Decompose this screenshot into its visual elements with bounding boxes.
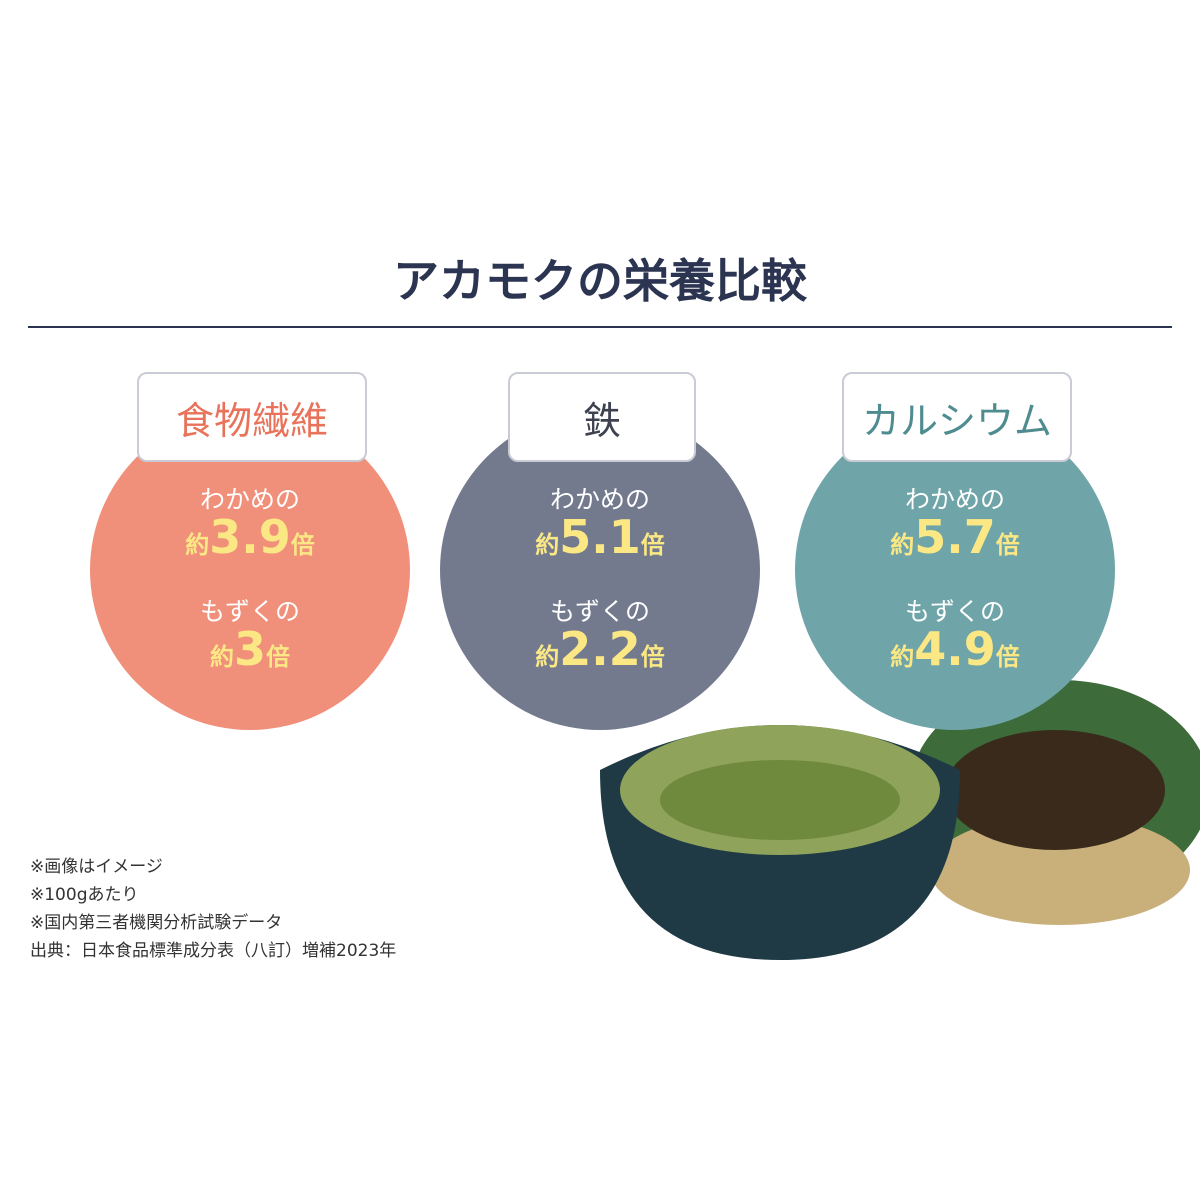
- ratio-value: 3: [233, 622, 266, 676]
- card-circle: わかめの 約5.1倍 もずくの 約2.2倍: [440, 410, 760, 730]
- ratio: 約5.1倍: [440, 510, 760, 564]
- ratio-value: 3.9: [209, 510, 291, 564]
- times: 倍: [640, 643, 665, 671]
- times: 倍: [266, 643, 290, 671]
- ratio: 約3.9倍: [90, 510, 410, 564]
- comparison-label: もずくの: [199, 597, 300, 626]
- times: 倍: [290, 531, 315, 559]
- comparison-label: わかめの: [199, 485, 300, 514]
- ratio: 約4.9倍: [795, 622, 1115, 676]
- footnote: ※国内第三者機関分析試験データ: [30, 913, 283, 933]
- footnote: 出典：日本食品標準成分表（八訂）増補2023年: [30, 941, 397, 961]
- card-circle: わかめの 約3.9倍 もずくの 約3倍: [90, 410, 410, 730]
- card-label: 食物繊維: [137, 372, 367, 462]
- card-label: カルシウム: [842, 372, 1072, 462]
- approx: 約: [209, 643, 234, 671]
- card-label: 鉄: [508, 372, 696, 462]
- times: 倍: [995, 531, 1020, 559]
- comparison-label: もずくの: [549, 597, 650, 626]
- ratio: 約2.2倍: [440, 622, 760, 676]
- approx: 約: [890, 531, 915, 559]
- approx: 約: [535, 643, 560, 671]
- times: 倍: [640, 531, 665, 559]
- comparison-label: わかめの: [549, 485, 650, 514]
- divider: [28, 326, 1172, 328]
- ratio: 約3倍: [90, 622, 410, 676]
- footnote: ※100gあたり: [30, 885, 139, 905]
- card-circle: わかめの 約5.7倍 もずくの 約4.9倍: [795, 410, 1115, 730]
- ratio-value: 5.1: [559, 510, 641, 564]
- footnote: ※画像はイメージ: [30, 857, 163, 877]
- times: 倍: [995, 643, 1020, 671]
- ratio-value: 2.2: [559, 622, 641, 676]
- approx: 約: [890, 643, 915, 671]
- approx: 約: [185, 531, 210, 559]
- ratio-value: 5.7: [914, 510, 996, 564]
- ratio: 約5.7倍: [795, 510, 1115, 564]
- title: アカモクの栄養比較: [393, 254, 807, 308]
- ratio-value: 4.9: [914, 622, 996, 676]
- approx: 約: [535, 531, 560, 559]
- comparison-label: もずくの: [904, 597, 1005, 626]
- comparison-label: わかめの: [904, 485, 1005, 514]
